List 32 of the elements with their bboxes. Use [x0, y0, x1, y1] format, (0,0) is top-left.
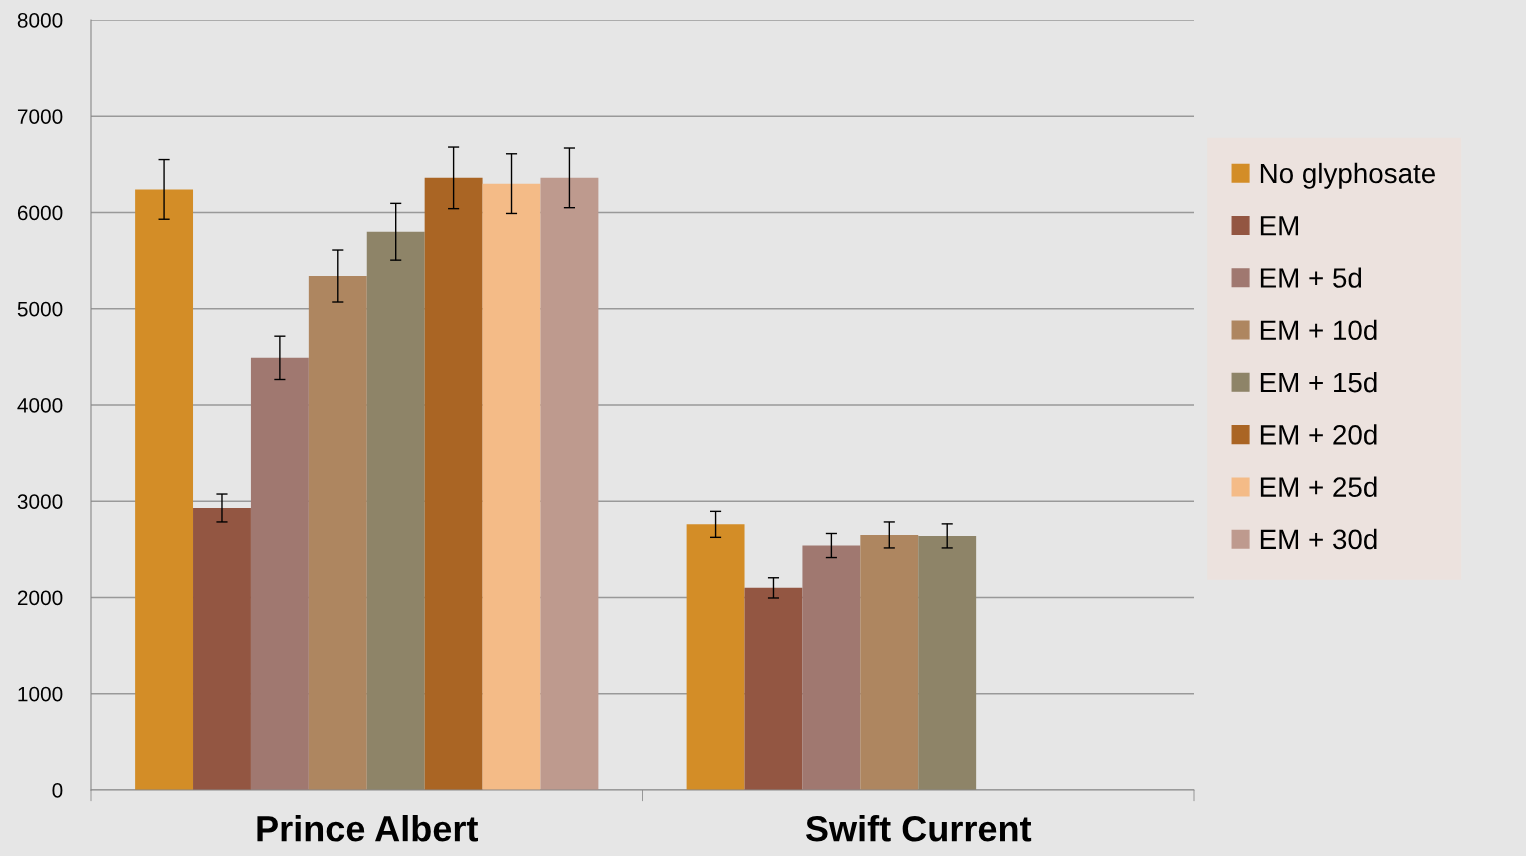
legend-label: EM	[1260, 216, 1299, 236]
y-tick-label: 3000	[17, 494, 63, 509]
bar	[918, 535, 977, 790]
x-tick-label: Swift Current	[805, 815, 1032, 842]
bar	[193, 507, 251, 790]
y-tick-label: 2000	[17, 590, 63, 606]
bar	[482, 183, 541, 790]
legend-label: EM + 10d	[1260, 319, 1377, 341]
legend-label: No glyphosate	[1260, 162, 1435, 189]
bar	[802, 545, 861, 790]
bar	[540, 177, 599, 790]
legend-label: EM + 20d	[1260, 424, 1377, 445]
y-tick-label: 5000	[17, 301, 63, 317]
bar	[250, 357, 309, 790]
y-tick-label: 0	[52, 783, 63, 798]
y-tick-label: 7000	[17, 109, 63, 124]
legend-label: EM + 15d	[1260, 371, 1377, 393]
legend-label: EM + 25d	[1260, 476, 1377, 497]
y-tick-label: 6000	[17, 205, 63, 221]
y-tick-label: 4000	[17, 398, 63, 413]
bar	[424, 177, 483, 790]
legend-label: EM + 30d	[1260, 528, 1377, 550]
bar	[860, 534, 919, 790]
bar	[744, 587, 803, 790]
bar	[135, 189, 194, 790]
bar	[686, 524, 745, 790]
y-tick-label: 8000	[17, 13, 63, 28]
x-tick-label: Prince Albert	[257, 815, 479, 842]
bar	[366, 231, 425, 790]
y-tick-label: 1000	[18, 686, 63, 702]
legend-label: EM + 5d	[1260, 267, 1362, 288]
bar	[308, 276, 367, 790]
